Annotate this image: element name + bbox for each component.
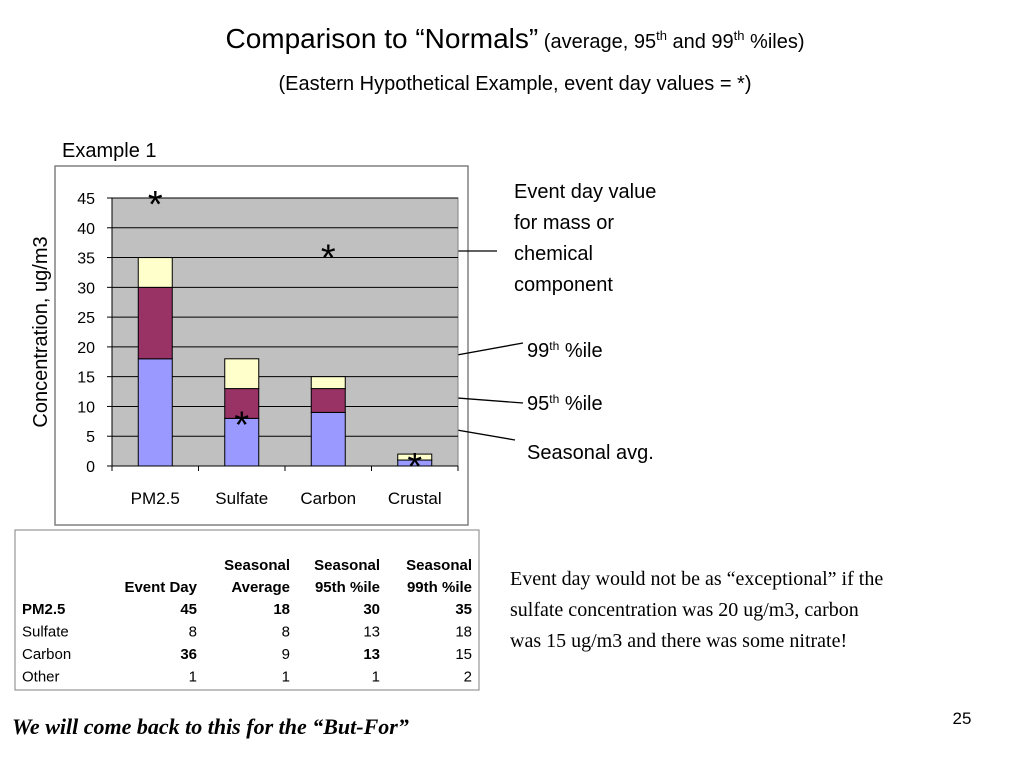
- table-cell: 1: [189, 669, 197, 686]
- title-main: Comparison to “Normals”: [225, 23, 538, 54]
- text-part: %ile: [559, 340, 602, 362]
- text-part: 95: [527, 393, 549, 415]
- footer: We will come back to this for the “But-F…: [12, 714, 409, 739]
- annotation: for mass or: [514, 212, 614, 234]
- y-tick-label: 15: [77, 370, 95, 387]
- event-marker: *: [407, 446, 422, 488]
- bar-segment: [310, 376, 346, 390]
- row-label: Other: [22, 669, 60, 686]
- bar-segment: [224, 358, 260, 390]
- note: Event day would not be as “exceptional” …: [510, 568, 883, 590]
- y-tick-label: 0: [86, 459, 95, 476]
- table-header: Event Day: [124, 579, 197, 596]
- superscript: th: [734, 28, 745, 43]
- table-header: 99th %ile: [407, 579, 472, 596]
- table-header: Average: [231, 579, 290, 596]
- y-tick-label: 35: [77, 251, 95, 268]
- table-cell: 8: [282, 624, 290, 641]
- x-tick-label: Carbon: [300, 489, 356, 508]
- bar-segment: [224, 388, 260, 419]
- bar-segment: [224, 417, 260, 467]
- x-tick-label: Sulfate: [215, 489, 268, 508]
- table-header: Seasonal: [406, 557, 472, 574]
- title-part: %iles): [745, 31, 805, 53]
- annotation: component: [514, 274, 613, 296]
- bar-segment: [137, 358, 173, 467]
- table-cell: 45: [180, 601, 197, 618]
- event-marker: *: [148, 184, 163, 226]
- bar-segment: [397, 453, 433, 461]
- table-cell: 36: [180, 646, 197, 663]
- table-cell: 13: [363, 624, 380, 641]
- table-header: Seasonal: [314, 557, 380, 574]
- table-cell: 35: [455, 601, 472, 618]
- table-cell: 2: [464, 669, 472, 686]
- bar-segment: [137, 257, 173, 288]
- annotation: Event day value: [514, 181, 656, 203]
- table-cell: 18: [273, 601, 290, 618]
- text-part: %ile: [559, 393, 602, 415]
- x-tick-label: PM2.5: [131, 489, 180, 508]
- table-cell: 30: [363, 601, 380, 618]
- event-marker: *: [321, 238, 336, 280]
- superscript: th: [549, 339, 559, 353]
- y-tick-label: 25: [77, 310, 95, 327]
- title: Comparison to “Normals” (average, 95th a…: [225, 23, 804, 54]
- y-axis-label: Concentration, ug/m3: [30, 236, 52, 427]
- table-header: Seasonal: [224, 557, 290, 574]
- table-cell: 13: [363, 646, 380, 663]
- x-tick-label: Crustal: [388, 489, 442, 508]
- table-cell: 1: [282, 669, 290, 686]
- table-cell: 1: [372, 669, 380, 686]
- row-label: Carbon: [22, 646, 71, 663]
- superscript: th: [656, 28, 667, 43]
- y-tick-label: 45: [77, 191, 95, 208]
- title-part: and 99: [667, 31, 734, 53]
- subtitle: (Eastern Hypothetical Example, event day…: [278, 73, 751, 95]
- y-tick-label: 30: [77, 280, 95, 297]
- note: sulfate concentration was 20 ug/m3, carb…: [510, 599, 859, 621]
- table-cell: 8: [189, 624, 197, 641]
- y-tick-label: 40: [77, 221, 95, 238]
- page-number: 25: [953, 709, 972, 728]
- table-header: 95th %ile: [315, 579, 380, 596]
- y-tick-label: 10: [77, 399, 95, 416]
- row-label: Sulfate: [22, 624, 69, 641]
- chart-title: Example 1: [62, 140, 157, 162]
- table-frame: [14, 529, 480, 691]
- bar-segment: [137, 286, 173, 360]
- table-cell: 18: [455, 624, 472, 641]
- bar-segment: [310, 388, 346, 413]
- annotation: Seasonal avg.: [527, 442, 654, 464]
- bar-segment: [310, 411, 346, 467]
- event-marker: *: [234, 404, 249, 446]
- y-tick-label: 5: [86, 429, 95, 446]
- superscript: th: [549, 392, 559, 406]
- table-cell: 15: [455, 646, 472, 663]
- annotation: 99th %ile: [527, 339, 603, 362]
- text-part: 99: [527, 340, 549, 362]
- note: was 15 ug/m3 and there was some nitrate!: [510, 630, 847, 652]
- table-cell: 9: [282, 646, 290, 663]
- title-part: (average, 95: [544, 31, 656, 53]
- y-tick-label: 20: [77, 340, 95, 357]
- annotation: 95th %ile: [527, 392, 603, 415]
- row-label: PM2.5: [22, 601, 65, 618]
- annotation: chemical: [514, 243, 593, 265]
